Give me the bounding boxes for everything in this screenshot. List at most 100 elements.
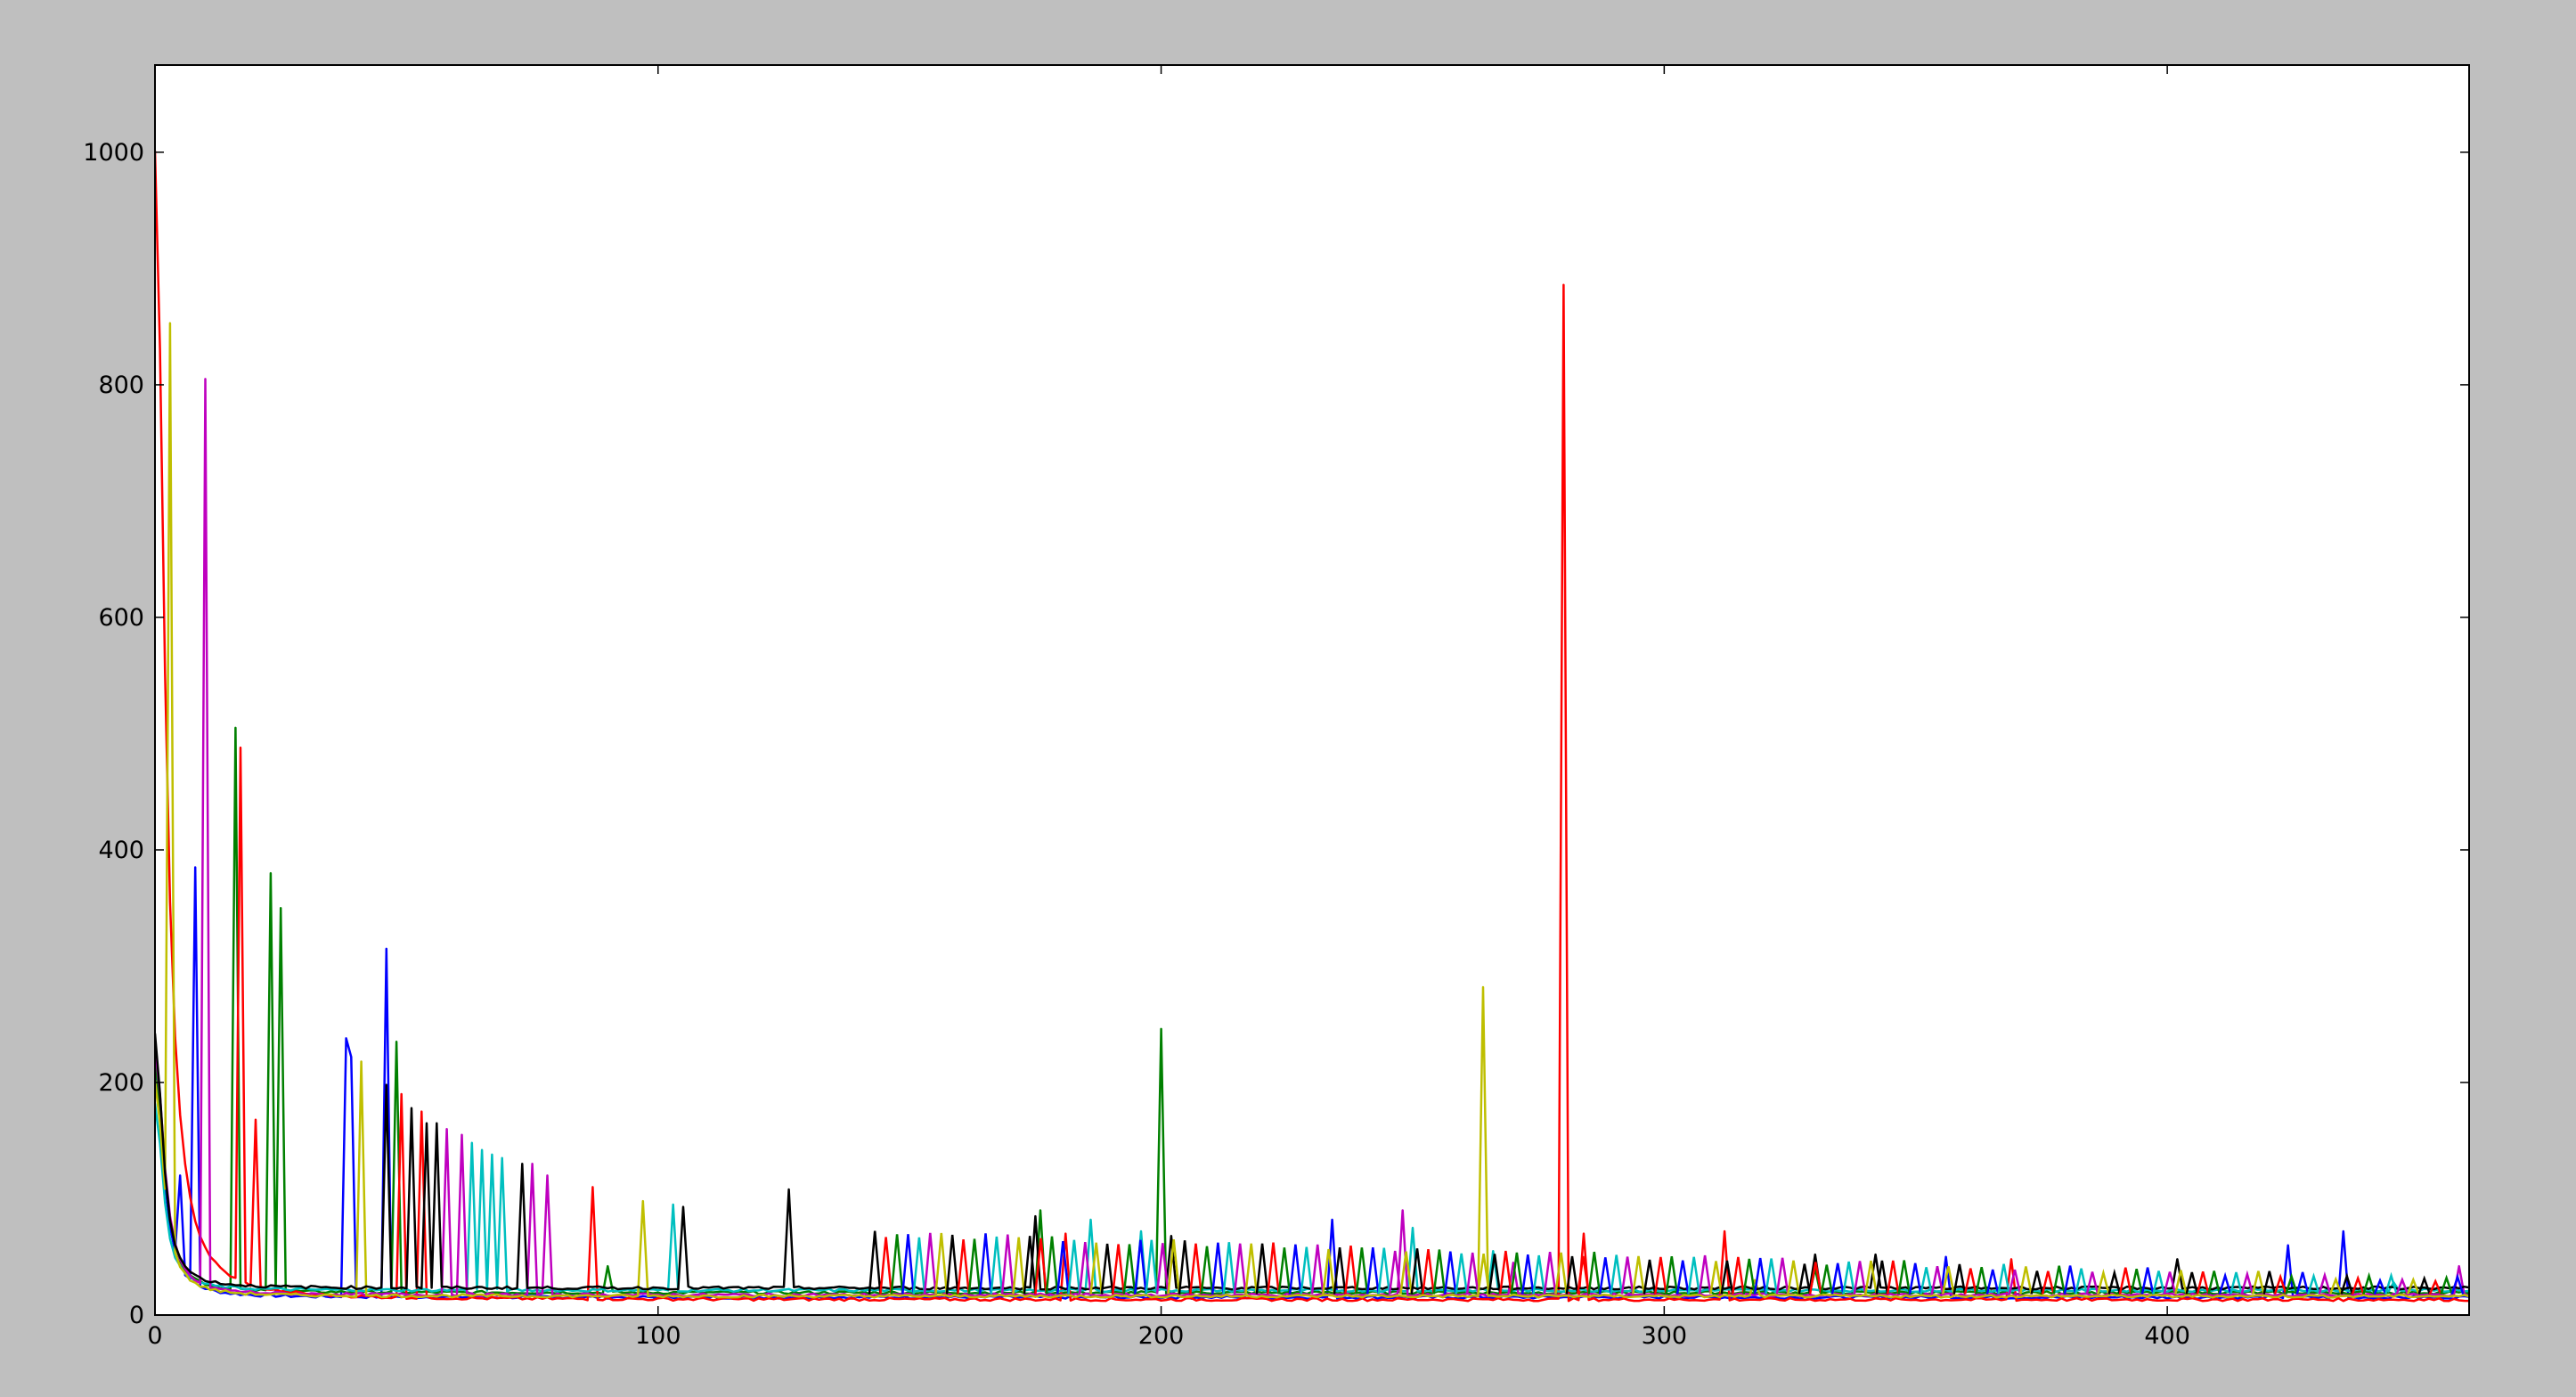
band-spike-132 [2318, 1270, 2332, 1295]
y-tick-label: 200 [98, 1069, 144, 1097]
band-spike-51 [1422, 1248, 1435, 1295]
band-spike-21 [1089, 1242, 1104, 1295]
band-spike-42 [1322, 1248, 1336, 1295]
band-spike-89 [1842, 1261, 1856, 1295]
band-spike-76 [1698, 1254, 1712, 1295]
band-spike-94 [1897, 1260, 1912, 1295]
band-spike-48 [1388, 1250, 1402, 1295]
band-spike-22 [1100, 1243, 1114, 1295]
band-spike-60 [1520, 1254, 1535, 1295]
band-spike-79 [1731, 1256, 1745, 1295]
band-spike-122 [2207, 1270, 2221, 1295]
band-spike-100 [1963, 1268, 1977, 1295]
band-spike-111 [2085, 1271, 2099, 1295]
band-spike-108 [2052, 1265, 2067, 1295]
band-spike-135 [2351, 1275, 2365, 1295]
band-spike-34 [1233, 1243, 1247, 1295]
y-tick-label: 0 [129, 1302, 144, 1329]
band-spike-44 [1344, 1246, 1357, 1295]
band-spike-142 [2428, 1278, 2442, 1295]
band-spike-1 [868, 1230, 882, 1295]
band-spike-138 [2384, 1271, 2398, 1295]
band-spike-54 [1455, 1253, 1469, 1295]
band-spike-78 [1720, 1260, 1734, 1295]
band-spike-118 [2163, 1271, 2177, 1295]
band-spike-105 [2018, 1266, 2033, 1295]
band-spike-69 [1620, 1256, 1634, 1295]
band-spike-27 [1155, 1243, 1170, 1295]
band-spike-84 [1787, 1260, 1800, 1295]
band-spike-116 [2140, 1267, 2155, 1295]
x-tick-label: 300 [1642, 1322, 1688, 1350]
band-spike-104 [2008, 1269, 2022, 1295]
band-spike-14 [1012, 1237, 1026, 1295]
band-spike-56 [1477, 1254, 1491, 1295]
band-spike-93 [1886, 1260, 1900, 1295]
band-spike-133 [2328, 1276, 2343, 1295]
band-spike-92 [1875, 1260, 1889, 1295]
band-spike-85 [1797, 1263, 1812, 1295]
band-spike-128 [2273, 1273, 2287, 1295]
band-spike-140 [2406, 1277, 2420, 1295]
x-tick-label: 100 [635, 1322, 681, 1350]
band-spike-113 [2107, 1268, 2122, 1295]
band-spike-62 [1543, 1252, 1557, 1295]
band-spike-131 [2307, 1272, 2320, 1295]
band-spike-26 [1145, 1239, 1159, 1295]
band-spike-67 [1598, 1257, 1612, 1295]
band-spike-32 [1211, 1242, 1225, 1295]
band-spike-119 [2173, 1270, 2188, 1295]
band-spike-39 [1288, 1244, 1302, 1295]
band-spike-98 [1941, 1266, 1955, 1295]
band-spike-58 [1498, 1250, 1512, 1295]
x-tick-label: 200 [1138, 1322, 1185, 1350]
band-spike-81 [1753, 1257, 1767, 1295]
band-spike-61 [1532, 1254, 1546, 1295]
band-spike-63 [1554, 1252, 1569, 1295]
band-spike-107 [2041, 1270, 2055, 1295]
band-spike-12 [990, 1236, 1004, 1295]
band-spike-25 [1133, 1239, 1147, 1295]
axis-ticks: 0 100 200 300 400 0 200 400 600 800 1000 [83, 65, 2469, 1350]
band-spike-102 [1985, 1269, 2000, 1295]
band-spike-66 [1587, 1251, 1602, 1295]
band-spike-36 [1255, 1243, 1269, 1295]
band-spike-3 [890, 1234, 904, 1295]
band-spike-87 [1820, 1264, 1834, 1295]
x-tick-label: 0 [147, 1322, 162, 1350]
band-spike-5 [912, 1237, 926, 1295]
band-spike-126 [2251, 1270, 2265, 1295]
plot-area [155, 65, 2469, 1315]
band-spike-4 [901, 1234, 915, 1295]
band-spike-64 [1565, 1255, 1579, 1295]
band-spike-70 [1632, 1255, 1646, 1295]
band-spike-121 [2196, 1271, 2210, 1295]
band-spike-110 [2075, 1268, 2089, 1295]
band-spike-91 [1864, 1260, 1878, 1295]
band-spike-55 [1465, 1252, 1480, 1295]
y-tick-label: 600 [98, 604, 144, 632]
band-spike-77 [1709, 1261, 1723, 1295]
y-tick-label: 1000 [83, 139, 144, 167]
band-spike-52 [1432, 1249, 1447, 1295]
band-spike-33 [1222, 1242, 1236, 1295]
band-spike-97 [1930, 1265, 1944, 1295]
band-spike-114 [2118, 1267, 2132, 1295]
band-spike-101 [1975, 1267, 1989, 1295]
band-spike-23 [1112, 1244, 1126, 1295]
band-spike-41 [1310, 1244, 1325, 1295]
band-spike-75 [1687, 1256, 1701, 1295]
band-spike-45 [1355, 1247, 1369, 1295]
band-spike-9 [957, 1238, 971, 1295]
band-spike-53 [1443, 1251, 1457, 1295]
band-spike-125 [2240, 1270, 2254, 1295]
band-spike-50 [1410, 1248, 1424, 1295]
band-spike-71 [1643, 1259, 1657, 1295]
y-tick-label: 800 [98, 372, 144, 399]
x-tick-label: 400 [2144, 1322, 2190, 1350]
band-spike-13 [1000, 1234, 1015, 1295]
band-spike-29 [1178, 1240, 1192, 1295]
band-spike-10 [967, 1238, 982, 1295]
series-layer [155, 151, 2469, 1303]
